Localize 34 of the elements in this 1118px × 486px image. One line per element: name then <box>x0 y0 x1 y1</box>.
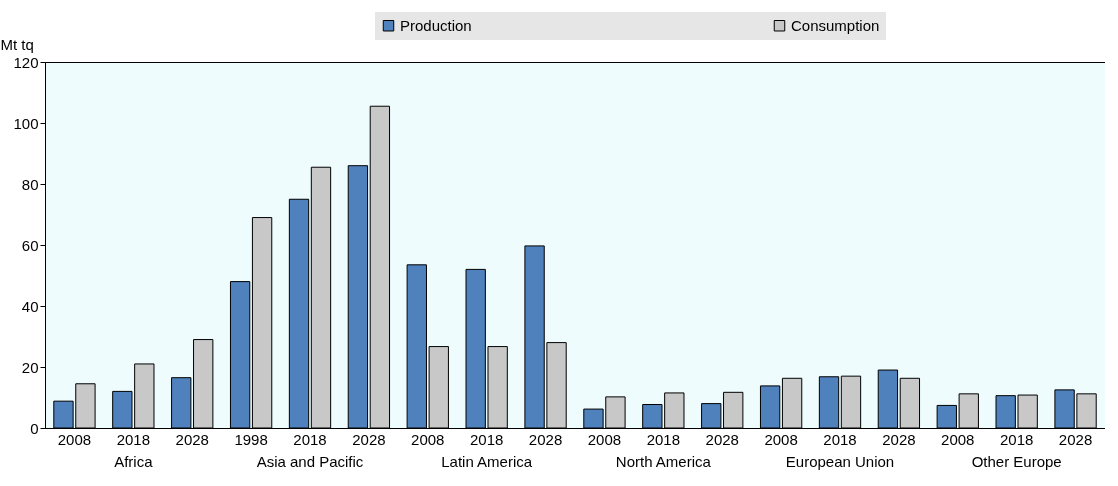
x-tick-label: 2028 <box>1058 431 1093 448</box>
y-tick-label: 60 <box>21 236 39 254</box>
y-axis-title: Mt tq <box>0 35 34 53</box>
x-tick-label: 2018 <box>116 431 151 448</box>
text: Africa <box>114 453 154 470</box>
text: European Union <box>785 453 895 470</box>
x-tick-label: 2028 <box>528 431 563 448</box>
x-tick-label: 2028 <box>352 431 386 448</box>
x-tick-label: 2018 <box>469 431 504 448</box>
x-tick-label: 2018 <box>999 431 1034 448</box>
legend-label: Consumption <box>791 16 880 34</box>
text: Asia and Pacific <box>256 453 364 470</box>
y-tick-label: 100 <box>13 114 39 132</box>
x-tick-label: 2008 <box>411 431 445 448</box>
x-tick-label: 2018 <box>823 431 857 448</box>
x-tick-label: 2008 <box>587 431 622 448</box>
x-tick-label: 2008 <box>764 431 798 448</box>
x-tick-label: 2028 <box>705 431 739 448</box>
text: Latin America <box>441 453 533 470</box>
x-tick-label: 2028 <box>882 431 916 448</box>
y-tick-label: 80 <box>21 175 39 193</box>
x-tick-label: 2018 <box>293 431 327 448</box>
y-tick-label: 120 <box>13 53 39 71</box>
y-tick-label: 0 <box>30 419 39 437</box>
text: Other Europe <box>971 453 1062 470</box>
x-tick-label: 1998 <box>234 431 268 448</box>
x-tick-label: 2008 <box>941 431 975 448</box>
y-tick-label: 40 <box>21 297 39 315</box>
x-tick-label: 2008 <box>57 431 92 448</box>
y-tick-label: 20 <box>21 358 39 376</box>
x-tick-label: 2018 <box>646 431 681 448</box>
x-tick-label: 2028 <box>175 431 209 448</box>
legend-label: Production <box>400 16 472 34</box>
text: North America <box>615 453 712 470</box>
